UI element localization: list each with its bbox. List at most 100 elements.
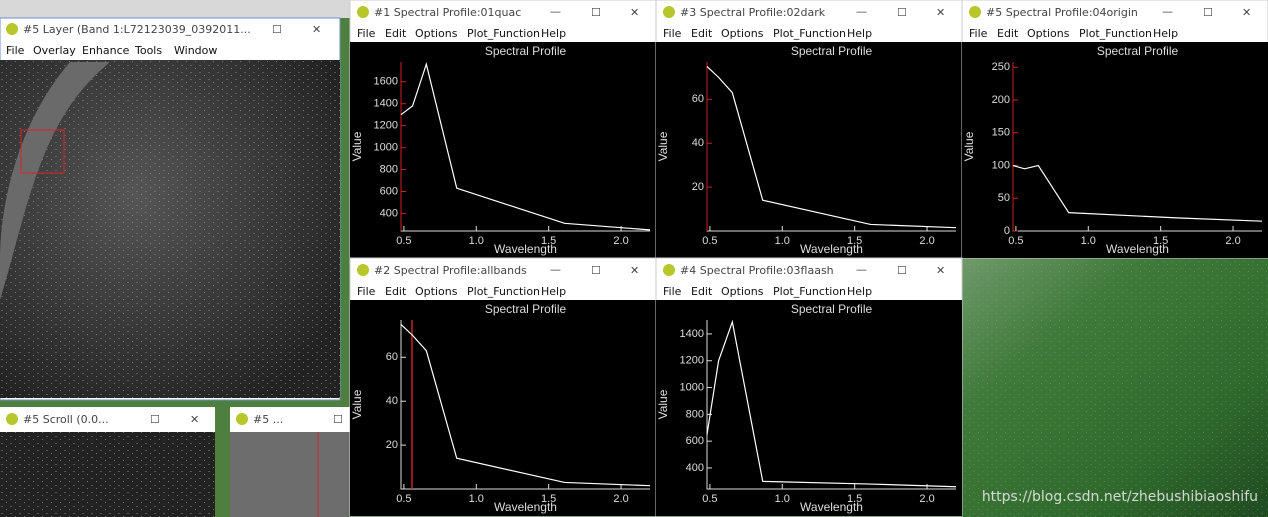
zoom-image bbox=[230, 432, 350, 517]
menu-item[interactable]: Tools bbox=[134, 44, 162, 57]
app-icon bbox=[236, 413, 248, 425]
y-tick-label: 1400 bbox=[374, 98, 398, 110]
menu-item[interactable]: Plot_Function bbox=[467, 285, 540, 298]
menu-item[interactable]: Options bbox=[415, 285, 458, 298]
river bbox=[0, 62, 110, 300]
y-axis-label: Value bbox=[350, 131, 364, 161]
x-tick-label: 0.5 bbox=[1008, 235, 1023, 247]
y-tick-label: 600 bbox=[686, 435, 704, 447]
maximize-button[interactable]: ☐ bbox=[1203, 6, 1213, 19]
menu-item[interactable]: File bbox=[969, 27, 988, 40]
window-title: #2 Spectral Profile:allbands bbox=[374, 264, 527, 277]
y-tick-label: 400 bbox=[380, 207, 398, 219]
scroll-window: #5 Scroll (0.0... ☐ ✕ bbox=[0, 407, 215, 517]
chart-title: Spectral Profile bbox=[1097, 44, 1179, 58]
menu-item[interactable]: Plot_Function bbox=[773, 285, 846, 298]
menu-item[interactable]: File bbox=[6, 44, 25, 57]
menu-item[interactable]: Help bbox=[847, 285, 872, 298]
menu-item[interactable]: Plot_Function bbox=[1079, 27, 1152, 40]
menu-item[interactable]: Options bbox=[415, 27, 458, 40]
x-tick-label: 1.0 bbox=[775, 235, 790, 247]
zoom-window: #5 ... ☐ bbox=[230, 407, 350, 517]
y-tick-label: 100 bbox=[992, 159, 1010, 171]
app-icon bbox=[357, 264, 369, 276]
close-button[interactable]: ✕ bbox=[190, 413, 199, 426]
menu-item[interactable]: Edit bbox=[691, 27, 713, 40]
minimize-button[interactable]: — bbox=[856, 5, 867, 18]
x-axis-label: Wavelength bbox=[1106, 242, 1169, 256]
menu-item[interactable]: File bbox=[357, 27, 376, 40]
menu-item[interactable]: Help bbox=[847, 27, 872, 40]
chart-title: Spectral Profile bbox=[791, 302, 873, 316]
maximize-button[interactable]: ☐ bbox=[333, 413, 343, 426]
maximize-button[interactable]: ☐ bbox=[591, 264, 601, 277]
menu-item[interactable]: Edit bbox=[385, 27, 407, 40]
maximize-button[interactable]: ☐ bbox=[897, 6, 907, 19]
menu-item[interactable]: Help bbox=[1153, 27, 1178, 40]
watermark: https://blog.csdn.net/zhebushibiaoshifu bbox=[982, 489, 1258, 505]
x-tick-label: 1.5 bbox=[541, 235, 556, 247]
menu-item[interactable]: Enhance bbox=[82, 44, 130, 57]
main-menu-strip bbox=[0, 0, 350, 18]
y-tick-label: 0 bbox=[1004, 225, 1010, 237]
menu-item[interactable]: Options bbox=[721, 27, 764, 40]
profile-window: #1 Spectral Profile:01quac — ☐ ✕ File Edit Opt… bbox=[349, 0, 657, 259]
spectrum-line bbox=[706, 319, 957, 488]
menu-item[interactable]: Help bbox=[541, 285, 566, 298]
x-tick-label: 2.0 bbox=[613, 235, 628, 247]
y-tick-label: 800 bbox=[686, 408, 704, 420]
x-tick-label: 1.5 bbox=[1153, 235, 1168, 247]
forest-texture bbox=[962, 258, 1268, 517]
window-title: #5 Layer (Band 1:L72123039_0392011... bbox=[23, 23, 251, 36]
y-tick-label: 1200 bbox=[680, 355, 704, 367]
profile-window: #2 Spectral Profile:allbands — ☐ ✕ File Edit O… bbox=[349, 257, 657, 517]
menu-item[interactable]: Help bbox=[541, 27, 566, 40]
minimize-button[interactable]: — bbox=[856, 263, 867, 276]
menu-item[interactable]: File bbox=[357, 285, 376, 298]
minimize-button[interactable]: — bbox=[550, 263, 561, 276]
x-tick-label: 1.0 bbox=[775, 493, 790, 505]
x-tick-label: 2.0 bbox=[919, 235, 934, 247]
menu-item[interactable]: Overlay bbox=[33, 44, 76, 57]
menu-item[interactable]: Edit bbox=[385, 285, 407, 298]
maximize-button[interactable]: ☐ bbox=[591, 6, 601, 19]
y-tick-label: 50 bbox=[998, 192, 1010, 204]
close-button[interactable]: ✕ bbox=[312, 23, 321, 36]
x-tick-label: 1.5 bbox=[847, 493, 862, 505]
menu-item[interactable]: Plot_Function bbox=[773, 27, 846, 40]
app-icon bbox=[6, 23, 18, 35]
close-button[interactable]: ✕ bbox=[630, 264, 639, 277]
window-title: #5 ... bbox=[253, 413, 283, 426]
minimize-button[interactable]: — bbox=[1162, 5, 1173, 18]
x-axis-label: Wavelength bbox=[800, 242, 863, 256]
menu-item[interactable]: Edit bbox=[691, 285, 713, 298]
scroll-texture bbox=[0, 432, 215, 517]
y-tick-label: 60 bbox=[386, 351, 398, 363]
close-button[interactable]: ✕ bbox=[936, 6, 945, 19]
menu-item[interactable]: Plot_Function bbox=[467, 27, 540, 40]
maximize-button[interactable]: ☐ bbox=[897, 264, 907, 277]
close-button[interactable]: ✕ bbox=[936, 264, 945, 277]
close-button[interactable]: ✕ bbox=[1242, 6, 1251, 19]
menu-item[interactable]: Edit bbox=[997, 27, 1019, 40]
y-tick-label: 1000 bbox=[374, 142, 398, 154]
menu-item[interactable]: Window bbox=[174, 44, 217, 57]
spectrum-line bbox=[400, 323, 651, 487]
y-tick-label: 1400 bbox=[680, 328, 704, 340]
minimize-button[interactable]: — bbox=[550, 5, 561, 18]
maximize-button[interactable]: ☐ bbox=[150, 413, 160, 426]
y-tick-label: 200 bbox=[992, 94, 1010, 106]
maximize-button[interactable]: ☐ bbox=[272, 23, 282, 36]
menu-item[interactable]: File bbox=[663, 285, 682, 298]
x-tick-label: 1.0 bbox=[469, 493, 484, 505]
y-tick-label: 400 bbox=[686, 462, 704, 474]
y-tick-label: 20 bbox=[386, 439, 398, 451]
menu-item[interactable]: Options bbox=[1027, 27, 1070, 40]
app-icon bbox=[663, 264, 675, 276]
spectrum-line bbox=[706, 65, 957, 229]
menu-item[interactable]: Options bbox=[721, 285, 764, 298]
menu-item[interactable]: File bbox=[663, 27, 682, 40]
close-button[interactable]: ✕ bbox=[630, 6, 639, 19]
window-title: #3 Spectral Profile:02dark bbox=[680, 6, 826, 19]
